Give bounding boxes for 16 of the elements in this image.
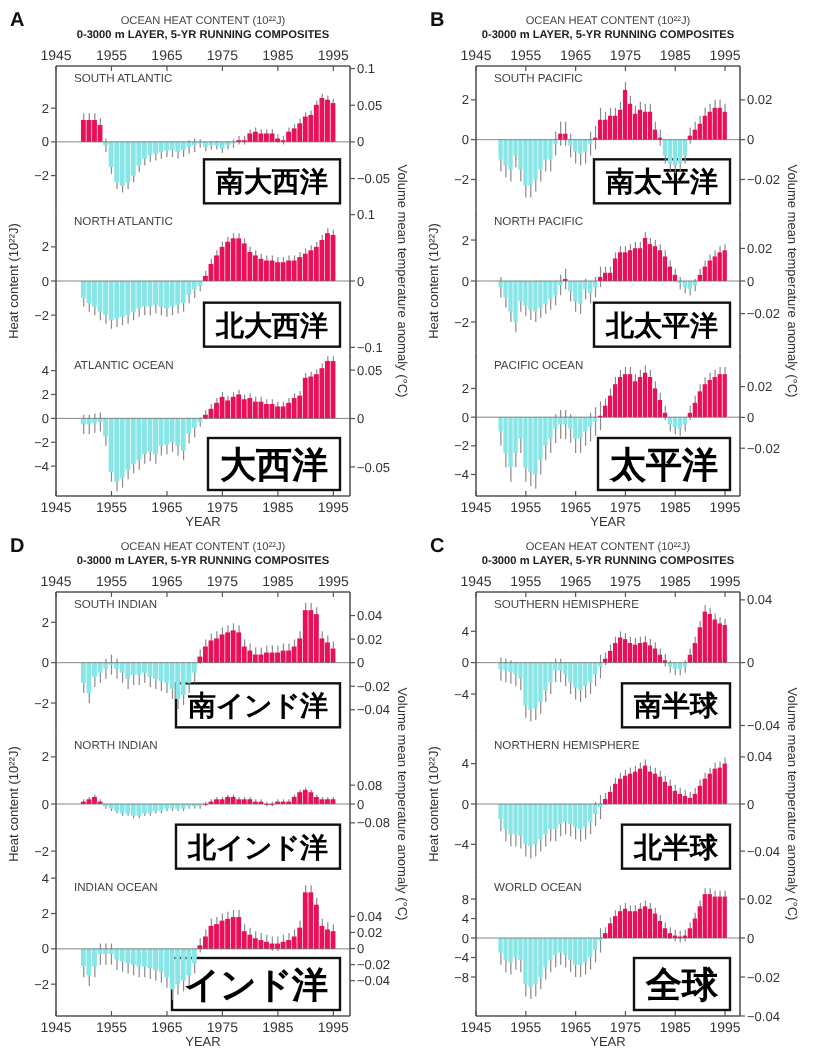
annotation: 大西洋 — [218, 444, 328, 485]
annotation: 北大西洋 — [214, 308, 328, 341]
annotation: 南半球 — [632, 689, 720, 722]
annotation: 南インド洋 — [186, 689, 328, 722]
annotation: 南太平洋 — [604, 165, 718, 198]
text: A — [10, 10, 25, 32]
annotation: 北太平洋 — [604, 308, 718, 341]
text: C — [430, 536, 445, 558]
annotation: 太平洋 — [608, 444, 718, 485]
annotation: 北半球 — [632, 830, 720, 863]
text: B — [430, 10, 445, 32]
annotation: 全球 — [644, 964, 720, 1005]
annotation: 南大西洋 — [214, 165, 328, 198]
annotation: 北インド洋 — [186, 830, 328, 863]
text: D — [10, 536, 25, 558]
annotation: インド洋 — [184, 964, 328, 1005]
